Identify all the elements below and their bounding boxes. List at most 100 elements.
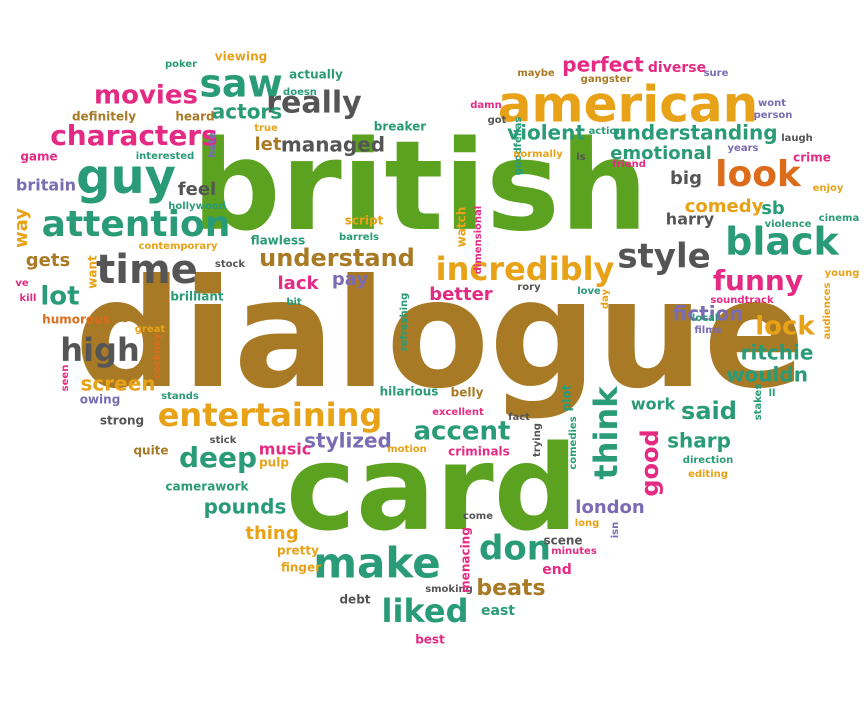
cloud-word-breaker: breaker xyxy=(374,120,427,134)
cloud-word-day: day xyxy=(600,288,611,309)
cloud-word-maybe: maybe xyxy=(517,68,555,79)
cloud-word-quite: quite xyxy=(133,444,168,458)
cloud-word-definitely: definitely xyxy=(72,110,136,124)
cloud-word-guy: guy xyxy=(76,149,176,205)
cloud-word-humorous: humorous xyxy=(42,313,110,327)
cloud-word-watch: watch xyxy=(455,207,469,248)
cloud-word-harry: harry xyxy=(666,210,715,229)
cloud-word-stylized: stylized xyxy=(304,429,392,453)
cloud-word-isn: isn xyxy=(610,522,621,539)
cloud-word-flawless: flawless xyxy=(251,234,306,248)
cloud-word-stock: stock xyxy=(215,259,246,270)
cloud-word-wouldn: wouldn xyxy=(726,363,808,387)
cloud-word-sure: sure xyxy=(704,68,729,79)
cloud-word-damn: damn xyxy=(470,100,501,111)
cloud-word-poker: poker xyxy=(165,59,197,70)
cloud-word-refreshing: refreshing xyxy=(399,293,410,352)
cloud-word-comedy: comedy xyxy=(685,196,764,217)
cloud-word-screen: screen xyxy=(81,372,156,396)
cloud-word-entertaining: entertaining xyxy=(158,396,383,434)
cloud-word-managed: managed xyxy=(281,133,385,157)
cloud-word-time: time xyxy=(96,247,198,293)
cloud-word-look: look xyxy=(715,154,802,195)
cloud-word-debt: debt xyxy=(339,593,370,607)
cloud-word-films: films xyxy=(694,325,721,336)
cloud-word-movies: movies xyxy=(94,81,198,111)
cloud-word-camerawork: camerawork xyxy=(165,480,249,494)
cloud-word-perfect: perfect xyxy=(562,53,644,77)
cloud-word-lot: lot xyxy=(40,282,79,312)
cloud-word-pulp: pulp xyxy=(259,456,289,470)
cloud-word-rory: rory xyxy=(517,282,541,293)
cloud-word-pay: pay xyxy=(332,269,368,290)
cloud-word-wont: wont xyxy=(758,98,786,109)
cloud-word-best: best xyxy=(415,633,445,647)
cloud-word-music: music xyxy=(259,440,312,459)
cloud-word-criminals: criminals xyxy=(448,445,510,459)
cloud-word-sb: sb xyxy=(761,198,785,219)
cloud-word-great: great xyxy=(135,324,166,335)
cloud-word-sharp: sharp xyxy=(667,429,731,453)
cloud-word-good: good xyxy=(636,429,664,496)
cloud-word-enjoy: enjoy xyxy=(813,183,844,194)
cloud-word-make: make xyxy=(313,539,440,588)
cloud-word-long: long xyxy=(575,518,600,529)
cloud-word-script: script xyxy=(345,214,384,228)
cloud-word-dimensional: dimensional xyxy=(473,206,484,274)
cloud-word-violent: violent xyxy=(507,121,585,145)
cloud-word-heard: heard xyxy=(175,110,214,124)
cloud-word-laugh: laugh xyxy=(781,133,813,144)
cloud-word-owing: owing xyxy=(80,393,121,407)
cloud-word-want: want xyxy=(86,255,100,289)
cloud-word-attention: attention xyxy=(42,204,231,245)
cloud-word-brilliant: brilliant xyxy=(170,290,224,304)
cloud-word-stands: stands xyxy=(161,391,199,402)
cloud-word-pretty: pretty xyxy=(277,544,319,558)
cloud-word-ve: ve xyxy=(15,278,29,289)
cloud-word-finger: finger xyxy=(281,561,321,575)
cloud-word-incredibly: incredibly xyxy=(436,250,615,288)
cloud-word-smoking: smoking xyxy=(425,584,473,595)
cloud-word-gangster: gangster xyxy=(581,74,632,85)
cloud-word-actors: actors xyxy=(212,100,282,124)
cloud-word-belly: belly xyxy=(451,386,484,400)
cloud-word-person: person xyxy=(754,110,793,121)
cloud-word-liked: liked xyxy=(382,592,469,630)
cloud-word-london: london xyxy=(575,497,644,518)
cloud-word-hilarious: hilarious xyxy=(380,385,439,399)
cloud-word-local: local xyxy=(692,313,718,324)
cloud-word-style: style xyxy=(617,237,710,277)
cloud-word-trying: trying xyxy=(532,423,543,457)
cloud-word-black: black xyxy=(725,220,839,264)
cloud-word-barrels: barrels xyxy=(339,232,379,243)
cloud-word-funny: funny xyxy=(713,264,803,297)
cloud-word-true: true xyxy=(254,123,278,134)
cloud-word-emotional: emotional xyxy=(610,143,712,164)
cloud-word-understanding: understanding xyxy=(612,121,777,145)
cloud-word-young: young xyxy=(825,268,860,279)
cloud-word-accent: accent xyxy=(414,417,511,447)
cloud-word-scene: scene xyxy=(543,534,582,548)
cloud-word-card: card xyxy=(286,419,578,557)
cloud-word-comedies: comedies xyxy=(568,416,579,469)
cloud-word-love: love xyxy=(577,286,601,297)
cloud-word-menacing: menacing xyxy=(459,527,473,593)
cloud-word-violence: violence xyxy=(765,219,812,230)
cloud-word-high: high xyxy=(60,331,139,369)
cloud-word-ritchie: ritchie xyxy=(741,341,814,365)
cloud-word-better: better xyxy=(429,284,493,305)
cloud-word-bit: bit xyxy=(286,297,302,308)
cloud-word-don: don xyxy=(479,529,551,569)
cloud-word-feel: feel xyxy=(178,179,216,200)
cloud-word-understand: understand xyxy=(259,244,415,272)
cloud-word-said: said xyxy=(681,397,737,425)
cloud-word-fiction: fiction xyxy=(672,302,743,326)
cloud-word-dialogue: dialogue xyxy=(75,248,805,422)
cloud-word-cinema: cinema xyxy=(819,213,859,224)
cloud-word-work: work xyxy=(631,395,676,414)
cloud-word-diverse: diverse xyxy=(648,60,706,76)
cloud-word-soundtrack: soundtrack xyxy=(710,295,774,306)
cloud-word-hate: hate xyxy=(207,132,218,158)
cloud-word-plot: plot xyxy=(560,384,574,411)
cloud-word-lock: lock xyxy=(755,312,815,342)
